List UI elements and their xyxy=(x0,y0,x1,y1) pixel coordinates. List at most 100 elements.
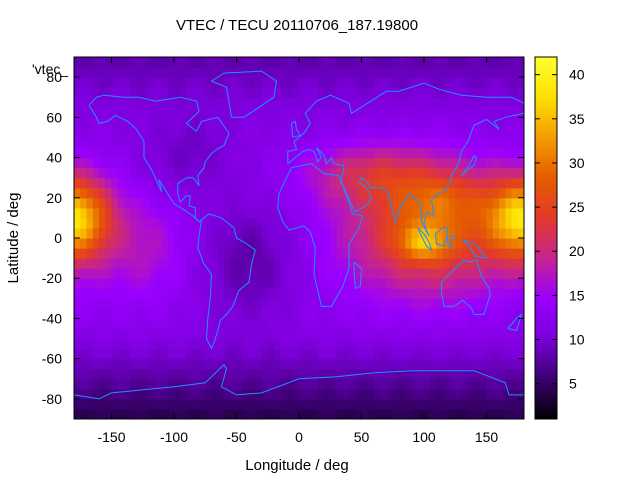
heatmap-cell xyxy=(292,157,300,169)
heatmap-cell xyxy=(124,288,131,299)
heatmap-cell xyxy=(155,197,163,209)
heatmap-cell xyxy=(124,248,131,259)
heatmap-cell xyxy=(449,268,456,279)
heatmap-cell xyxy=(367,157,375,169)
heatmap-cell xyxy=(255,308,263,320)
heatmap-cell xyxy=(367,368,375,380)
heatmap-cell xyxy=(311,368,319,380)
heatmap-cell xyxy=(311,117,319,128)
heatmap-cell xyxy=(199,87,206,98)
heatmap-cell xyxy=(224,137,231,149)
heatmap-cell xyxy=(249,97,256,108)
heatmap-cell xyxy=(142,408,150,419)
heatmap-cell xyxy=(117,167,125,179)
heatmap-cell xyxy=(511,348,519,360)
heatmap-cell xyxy=(342,197,350,209)
heatmap-cell xyxy=(499,288,506,299)
heatmap-cell xyxy=(217,258,225,269)
heatmap-cell xyxy=(374,57,381,68)
heatmap-cell xyxy=(174,338,181,350)
heatmap-cell xyxy=(355,408,363,419)
heatmap-cell xyxy=(330,217,338,229)
heatmap-cell xyxy=(130,278,138,289)
heatmap-cell xyxy=(255,248,263,259)
heatmap-cell xyxy=(136,67,144,78)
heatmap-cell xyxy=(130,398,138,410)
heatmap-cell xyxy=(299,177,306,189)
heatmap-cell xyxy=(80,197,88,209)
heatmap-cell xyxy=(417,167,425,179)
heatmap-cell xyxy=(242,217,250,229)
heatmap-cell xyxy=(130,318,138,330)
heatmap-cell xyxy=(130,308,138,320)
heatmap-cell xyxy=(186,348,194,360)
heatmap-cell xyxy=(249,268,256,279)
heatmap-cell xyxy=(517,137,524,149)
heatmap-cell xyxy=(467,117,475,128)
heatmap-cell xyxy=(392,268,400,279)
heatmap-cell xyxy=(124,107,131,118)
heatmap-cell xyxy=(130,358,138,370)
heatmap-cell xyxy=(280,107,288,118)
heatmap-cell xyxy=(217,107,225,118)
heatmap-cell xyxy=(449,147,456,159)
heatmap-cell xyxy=(211,268,219,279)
heatmap-cell xyxy=(486,388,494,400)
heatmap-cell xyxy=(505,87,513,98)
heatmap-cell xyxy=(492,177,500,189)
heatmap-cell xyxy=(492,137,500,149)
heatmap-cell xyxy=(461,67,469,78)
heatmap-cell xyxy=(305,87,313,98)
heatmap-cell xyxy=(449,227,456,239)
heatmap-cell xyxy=(217,157,225,169)
heatmap-cell xyxy=(386,157,394,169)
heatmap-cell xyxy=(492,248,500,259)
heatmap-cell xyxy=(367,298,375,309)
heatmap-cell xyxy=(199,268,206,279)
heatmap-cell xyxy=(455,77,463,88)
heatmap-cell xyxy=(136,217,144,229)
heatmap-cell xyxy=(180,368,188,380)
heatmap-cell xyxy=(142,308,150,320)
heatmap-cell xyxy=(199,227,206,239)
heatmap-cell xyxy=(217,187,225,199)
heatmap-cell xyxy=(349,358,356,370)
heatmap-cell xyxy=(361,157,369,169)
heatmap-cell xyxy=(117,248,125,259)
heatmap-cell xyxy=(399,167,406,179)
heatmap-cell xyxy=(267,197,275,209)
heatmap-cell xyxy=(449,197,456,209)
heatmap-cell xyxy=(467,268,475,279)
heatmap-cell xyxy=(386,197,394,209)
heatmap-cell xyxy=(186,177,194,189)
heatmap-cell xyxy=(361,408,369,419)
heatmap-cell xyxy=(286,338,294,350)
heatmap-cell xyxy=(155,127,163,139)
heatmap-cell xyxy=(299,378,306,390)
heatmap-cell xyxy=(230,248,238,259)
heatmap-cell xyxy=(255,177,263,189)
heatmap-cell xyxy=(492,207,500,219)
heatmap-cell xyxy=(274,298,281,309)
heatmap-cell xyxy=(224,248,231,259)
heatmap-cell xyxy=(192,258,200,269)
heatmap-cell xyxy=(449,187,456,199)
heatmap-cell xyxy=(436,288,444,299)
heatmap-cell xyxy=(274,67,281,78)
heatmap-cell xyxy=(436,97,444,108)
heatmap-cell xyxy=(461,328,469,340)
heatmap-cell xyxy=(155,388,163,400)
heatmap-cell xyxy=(130,348,138,360)
heatmap-cell xyxy=(349,318,356,330)
heatmap-cell xyxy=(505,288,513,299)
heatmap-cell xyxy=(317,278,325,289)
heatmap-cell xyxy=(505,408,513,419)
heatmap-cell xyxy=(299,67,306,78)
heatmap-cell xyxy=(224,167,231,179)
heatmap-cell xyxy=(336,157,344,169)
heatmap-cell xyxy=(417,338,425,350)
heatmap-cell xyxy=(180,398,188,410)
heatmap-cell xyxy=(355,57,363,68)
heatmap-cell xyxy=(255,97,263,108)
heatmap-cell xyxy=(517,348,524,360)
